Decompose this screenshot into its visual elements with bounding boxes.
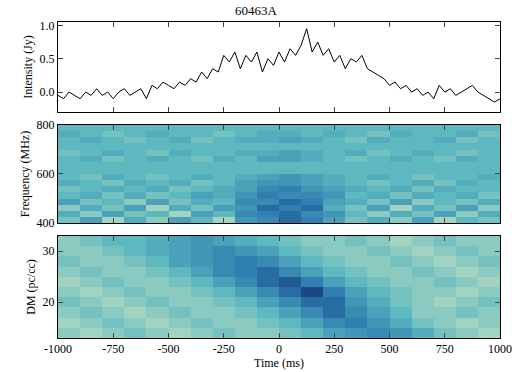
svg-text:0: 0 <box>276 342 282 356</box>
svg-text:400: 400 <box>37 216 55 230</box>
svg-text:0.5: 0.5 <box>40 52 55 66</box>
svg-text:250: 250 <box>325 342 343 356</box>
svg-text:Intensity (Jy): Intensity (Jy) <box>21 35 35 99</box>
svg-text:750: 750 <box>436 342 454 356</box>
svg-text:-250: -250 <box>213 342 235 356</box>
svg-text:-500: -500 <box>158 342 180 356</box>
svg-text:1000: 1000 <box>488 342 512 356</box>
svg-text:0.0: 0.0 <box>40 85 55 99</box>
svg-text:30: 30 <box>43 244 55 258</box>
svg-text:20: 20 <box>43 295 55 309</box>
svg-text:-750: -750 <box>102 342 124 356</box>
svg-text:1.0: 1.0 <box>40 19 55 33</box>
svg-text:60463A: 60463A <box>235 3 278 18</box>
svg-text:DM (pc/cc): DM (pc/cc) <box>24 259 38 315</box>
svg-text:-1000: -1000 <box>44 342 72 356</box>
svg-text:500: 500 <box>381 342 399 356</box>
svg-text:800: 800 <box>37 118 55 132</box>
svg-text:600: 600 <box>37 167 55 181</box>
svg-text:Time (ms): Time (ms) <box>254 356 304 370</box>
svg-text:Frequency (MHz): Frequency (MHz) <box>18 131 32 217</box>
